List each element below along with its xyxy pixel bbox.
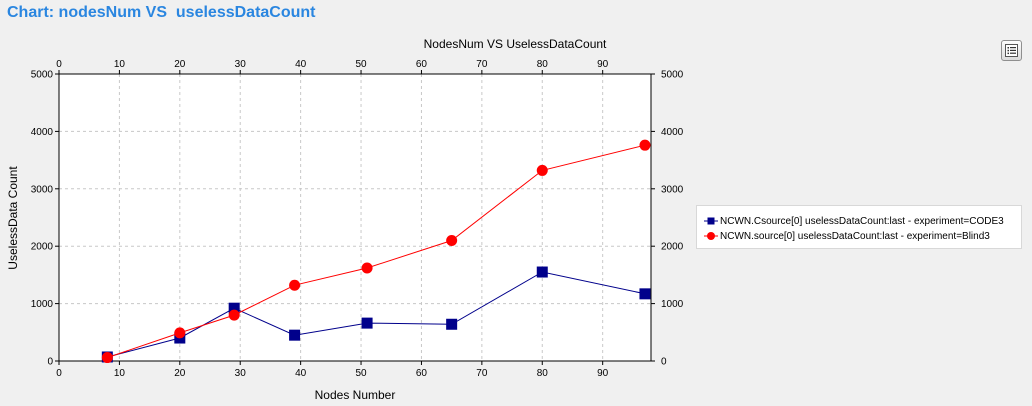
y-tick-label-left: 2000 <box>31 242 54 253</box>
y-tick-label-left: 1000 <box>31 299 54 310</box>
x-tick-label-bottom: 10 <box>114 368 126 379</box>
plot-frame <box>58 73 652 362</box>
chart-title: NodesNum VS UselessDataCount <box>424 37 607 51</box>
data-point-square <box>536 266 548 278</box>
legend-item-blind3: NCWN.source[0] uselessDataCount:last - e… <box>704 229 990 243</box>
x-axis-label: Nodes Number <box>315 388 396 402</box>
data-point-square <box>361 317 373 329</box>
x-tick-label-top: 0 <box>56 59 62 70</box>
y-tick-label-left: 0 <box>47 357 53 368</box>
series-line-1 <box>107 144 646 359</box>
x-tick-label-bottom: 0 <box>56 368 62 379</box>
x-tick-label-top: 60 <box>416 59 428 70</box>
x-tick-label-bottom: 40 <box>295 368 307 379</box>
legend-marker-circle <box>704 232 718 240</box>
chart-menu-button[interactable] <box>1001 40 1022 61</box>
data-point-square <box>289 329 301 341</box>
x-tick-label-top: 70 <box>476 59 488 70</box>
data-point-circle <box>174 327 186 339</box>
y-tick-label-right: 3000 <box>661 184 684 195</box>
x-tick-label-top: 90 <box>597 59 609 70</box>
x-tick-label-bottom: 70 <box>476 368 488 379</box>
x-tick-label-bottom: 90 <box>597 368 609 379</box>
data-point-square <box>639 288 651 300</box>
data-point-square <box>228 302 240 314</box>
y-axis-label: UselessData Count <box>6 166 20 270</box>
x-tick-label-top: 30 <box>235 59 247 70</box>
plot-area <box>59 74 651 361</box>
x-tick-label-bottom: 30 <box>235 368 247 379</box>
x-tick-label-top: 20 <box>174 59 186 70</box>
legend-marker-square <box>704 217 718 225</box>
x-tick-label-bottom: 50 <box>355 368 367 379</box>
legend-label: NCWN.source[0] uselessDataCount:last - e… <box>720 230 990 242</box>
legend-item-code3: NCWN.Csource[0] uselessDataCount:last - … <box>704 214 1004 228</box>
y-tick-label-right: 2000 <box>661 242 684 253</box>
x-tick-label-top: 50 <box>355 59 367 70</box>
data-point-circle <box>361 262 373 274</box>
x-tick-label-bottom: 20 <box>174 368 186 379</box>
y-tick-label-right: 1000 <box>661 299 684 310</box>
data-point-circle <box>536 164 548 176</box>
y-tick-label-left: 5000 <box>31 70 54 81</box>
y-tick-label-right: 4000 <box>661 127 684 138</box>
data-point-circle <box>639 139 651 151</box>
data-point-circle <box>228 309 240 321</box>
y-tick-label-left: 4000 <box>31 127 54 138</box>
x-tick-label-top: 10 <box>114 59 126 70</box>
x-tick-label-bottom: 80 <box>537 368 549 379</box>
page-title: Chart: nodesNum VS uselessDataCount <box>7 4 316 21</box>
list-icon <box>1005 44 1018 57</box>
legend-label: NCWN.Csource[0] uselessDataCount:last - … <box>720 215 1004 227</box>
data-point-circle <box>289 279 301 291</box>
series-line-0 <box>107 271 646 358</box>
data-point-circle <box>446 234 458 246</box>
y-tick-label-right: 0 <box>661 357 667 368</box>
y-tick-label-right: 5000 <box>661 70 684 81</box>
data-point-circle <box>101 352 113 364</box>
x-tick-label-top: 40 <box>295 59 307 70</box>
x-tick-label-top: 80 <box>537 59 549 70</box>
data-point-square <box>446 318 458 330</box>
y-tick-label-left: 3000 <box>31 184 54 195</box>
chart-legend: NCWN.Csource[0] uselessDataCount:last - … <box>696 205 1022 249</box>
x-tick-label-bottom: 60 <box>416 368 428 379</box>
